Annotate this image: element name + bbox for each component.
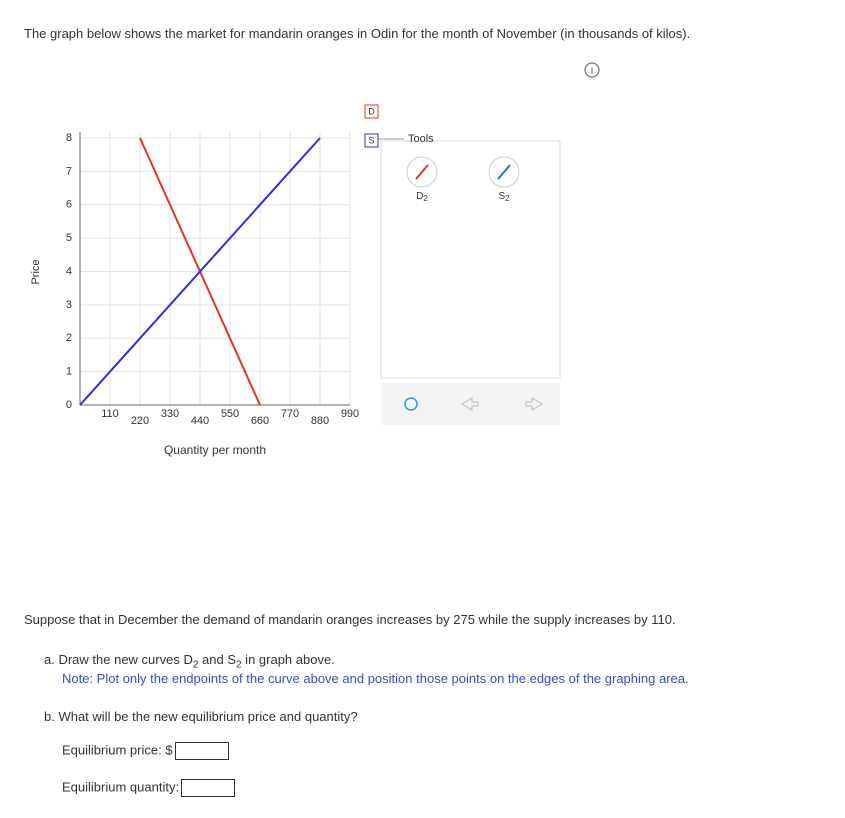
y-tick-label: 3 <box>66 299 72 311</box>
info-i: i <box>591 65 593 75</box>
curve-label-box <box>364 133 379 148</box>
tool-label-main: D <box>416 191 423 202</box>
y-tick-label: 8 <box>66 132 72 144</box>
x-tick-label: 330 <box>161 408 179 420</box>
y-axis-label: Price <box>30 259 42 284</box>
info-icon[interactable] <box>584 62 600 78</box>
part-b: b. What will be the new equilibrium pric… <box>44 709 358 724</box>
subscript: 2 <box>236 659 242 671</box>
x-axis-label: Quantity per month <box>164 443 266 457</box>
price-label: Equilibrium price: $ <box>62 742 173 758</box>
y-tick-label: 5 <box>66 232 72 244</box>
y-tick-label: 6 <box>66 199 72 211</box>
text: D <box>183 652 193 667</box>
text: a. Draw the new curves <box>44 652 184 667</box>
x-tick-label: 660 <box>251 415 269 427</box>
curve-label: S <box>368 135 374 145</box>
tool-icon <box>497 164 511 180</box>
price-row: Equilibrium price: $ <box>62 742 229 760</box>
x-tick-label: 440 <box>191 415 209 427</box>
y-tick-label: 0 <box>66 399 72 411</box>
quantity-label: Equilibrium quantity: <box>62 779 180 795</box>
y-tick-label: 1 <box>66 366 72 378</box>
y-tick-label: 2 <box>66 332 72 344</box>
quantity-row: Equilibrium quantity: <box>62 779 236 797</box>
tool-icon <box>415 164 429 180</box>
y-tick-label: 7 <box>66 165 72 177</box>
quantity-input[interactable] <box>181 779 236 797</box>
price-input[interactable] <box>174 742 229 760</box>
x-tick-label: 770 <box>281 408 299 420</box>
toolbar <box>381 383 560 425</box>
subscript: 2 <box>192 659 199 671</box>
x-tick-label: 220 <box>131 415 149 427</box>
curve-label: D <box>368 106 375 116</box>
tool-label-sub: 2 <box>423 194 428 203</box>
tool-label: D2 <box>416 191 428 203</box>
text: S <box>227 652 236 667</box>
x-tick-label: 110 <box>101 408 119 420</box>
series-line <box>79 137 321 406</box>
text: and <box>198 652 228 667</box>
part-a: a. Draw the new curves D2 and S2 in grap… <box>44 652 335 671</box>
reset-icon[interactable] <box>404 397 418 411</box>
chart: i 0 1 2 3 4 5 6 7 8 110 220 330 440 550 660 770 880 990 Qu… <box>30 62 600 457</box>
x-tick-label: 990 <box>341 408 359 420</box>
question: The graph below shows the market for man… <box>24 26 691 41</box>
undo-icon[interactable] <box>461 397 479 411</box>
tools-title: Tools <box>408 133 434 145</box>
y-tick-label: 4 <box>66 265 72 277</box>
tool-label-sub: 2 <box>505 194 510 203</box>
text: in graph above. <box>241 652 335 667</box>
tool-label-main: S <box>498 191 505 202</box>
x-tick-label: 880 <box>311 415 329 427</box>
note: Note: Plot only the endpoints of the cur… <box>62 671 689 686</box>
redo-icon[interactable] <box>525 397 543 411</box>
curve-label-box <box>364 104 379 119</box>
tool-label: S2 <box>498 191 510 203</box>
prompt: Suppose that in December the demand of m… <box>24 612 676 627</box>
x-tick-label: 550 <box>221 408 239 420</box>
